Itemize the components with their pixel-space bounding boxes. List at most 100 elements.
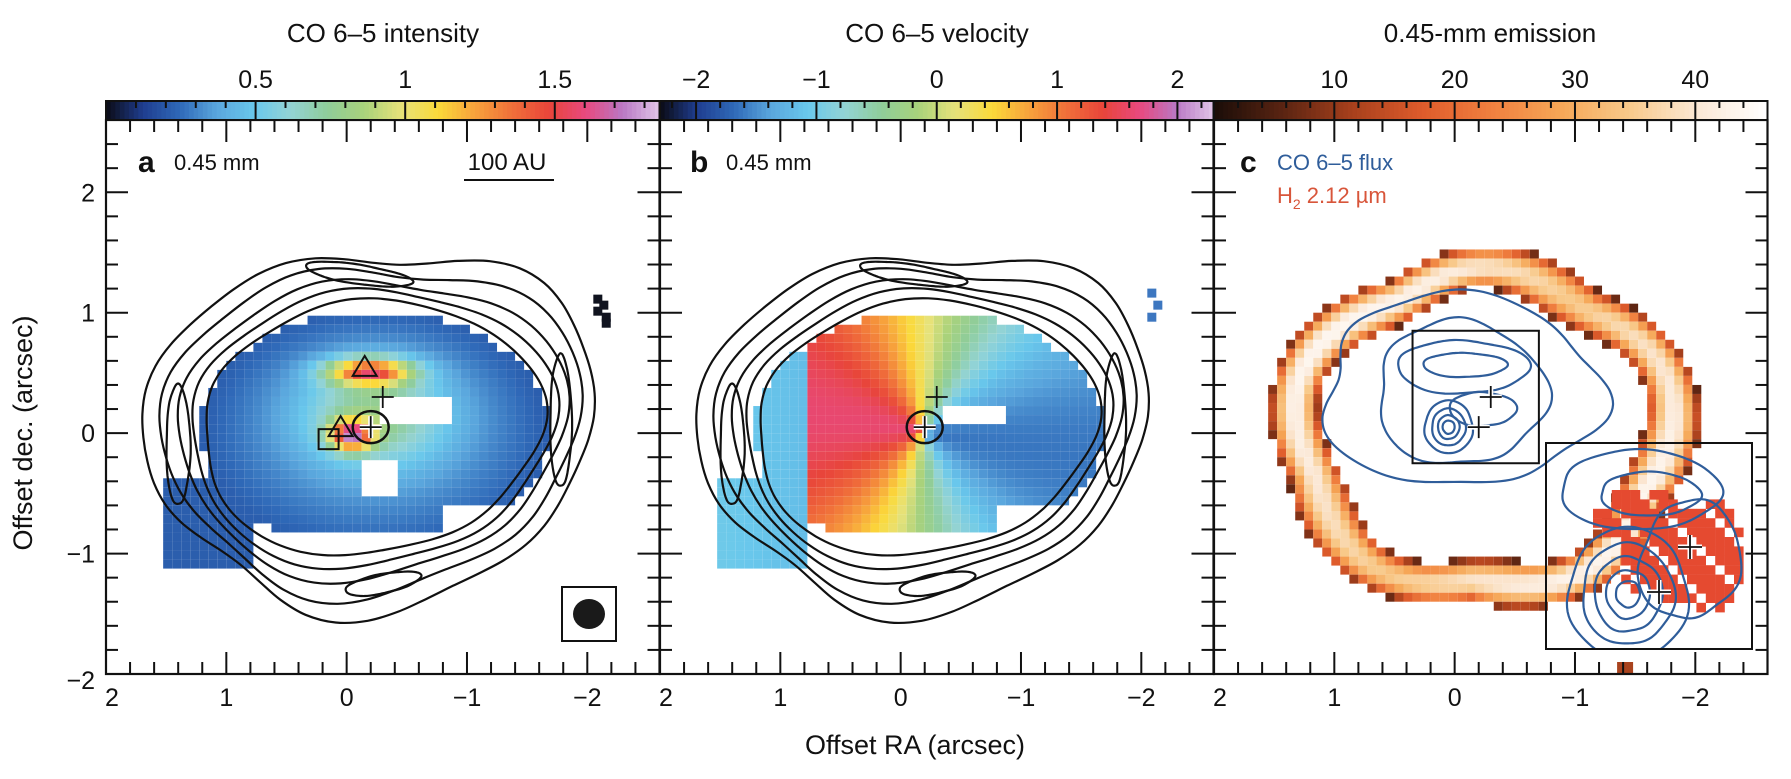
map-pixel: [289, 460, 299, 470]
map-pixel: [1547, 294, 1557, 304]
map-pixel: [1014, 360, 1024, 370]
map-pixel: [825, 406, 835, 416]
map-pixel: [479, 351, 489, 361]
colorbar-swatch: [1065, 101, 1072, 120]
map-pixel: [897, 478, 907, 488]
map-pixel: [825, 360, 835, 370]
map-pixel: [506, 369, 516, 379]
map-pixel: [235, 478, 245, 488]
map-pixel: [593, 294, 603, 304]
map-pixel: [978, 523, 988, 533]
map-pixel: [789, 378, 799, 388]
map-pixel: [1493, 249, 1503, 259]
map-pixel: [469, 351, 479, 361]
map-pixel: [1295, 484, 1305, 494]
map-pixel: [1556, 285, 1566, 295]
map-pixel: [361, 496, 371, 506]
map-pixel: [307, 478, 317, 488]
map-pixel: [262, 333, 272, 343]
map-pixel: [172, 496, 182, 506]
h2-pixel: [1668, 593, 1678, 603]
map-pixel: [253, 415, 263, 425]
map-pixel: [798, 387, 808, 397]
map-pixel: [1023, 442, 1033, 452]
map-pixel: [726, 505, 736, 515]
map-pixel: [244, 487, 254, 497]
map-pixel: [942, 342, 952, 352]
map-pixel: [834, 351, 844, 361]
map-pixel: [825, 469, 835, 479]
map-pixel: [199, 541, 209, 551]
map-pixel: [879, 451, 889, 461]
map-pixel: [1331, 348, 1341, 358]
map-pixel: [506, 351, 516, 361]
map-pixel: [235, 487, 245, 497]
map-pixel: [1060, 496, 1070, 506]
map-pixel: [451, 469, 461, 479]
map-pixel: [451, 387, 461, 397]
map-pixel: [969, 342, 979, 352]
colorbar-swatch: [821, 101, 827, 120]
map-pixel: [289, 415, 299, 425]
map-pixel: [1051, 415, 1061, 425]
map-pixel: [996, 369, 1006, 379]
map-pixel: [951, 523, 961, 533]
map-pixel: [1430, 592, 1440, 602]
map-pixel: [316, 415, 326, 425]
map-pixel: [289, 360, 299, 370]
map-pixel: [1322, 538, 1332, 548]
map-pixel: [771, 424, 781, 434]
map-pixel: [208, 478, 218, 488]
map-pixel: [969, 378, 979, 388]
map-pixel: [807, 451, 817, 461]
map-pixel: [271, 342, 281, 352]
map-pixel: [978, 378, 988, 388]
map-pixel: [506, 415, 516, 425]
map-pixel: [888, 351, 898, 361]
colorbar-swatch: [802, 101, 809, 120]
map-pixel: [469, 333, 479, 343]
h2-pixel: [1677, 555, 1688, 566]
map-pixel: [379, 333, 389, 343]
map-pixel: [1060, 351, 1070, 361]
map-pixel: [488, 351, 498, 361]
map-pixel: [1286, 439, 1296, 449]
map-pixel: [262, 415, 272, 425]
h2-pixel: [1724, 537, 1735, 547]
map-pixel: [771, 505, 781, 515]
map-pixel: [906, 333, 916, 343]
map-pixel: [280, 505, 290, 515]
map-pixel: [915, 505, 925, 515]
map-pixel: [370, 505, 380, 515]
map-pixel: [798, 541, 808, 551]
map-pixel: [1638, 375, 1648, 385]
map-pixel: [424, 514, 434, 524]
map-pixel: [1349, 574, 1359, 584]
map-pixel: [262, 406, 272, 416]
colorbar-swatch: [1656, 101, 1663, 120]
map-pixel: [1394, 565, 1404, 575]
map-pixel: [1385, 285, 1395, 295]
map-pixel: [442, 369, 452, 379]
map-pixel: [1014, 496, 1024, 506]
map-pixel: [726, 541, 736, 551]
map-pixel: [352, 333, 362, 343]
map-pixel: [226, 378, 236, 388]
map-pixel: [433, 351, 443, 361]
map-pixel: [397, 460, 407, 470]
map-pixel: [987, 442, 997, 452]
map-pixel: [1647, 366, 1657, 376]
map-pixel: [1087, 397, 1097, 406]
map-pixel: [289, 406, 299, 416]
colorbar-swatch: [327, 101, 333, 120]
map-pixel: [343, 397, 353, 406]
map-pixel: [834, 469, 844, 479]
map-pixel: [289, 424, 299, 434]
map-pixel: [744, 541, 754, 551]
map-pixel: [244, 541, 254, 551]
map-pixel: [316, 451, 326, 461]
map-pixel: [1430, 294, 1440, 304]
colorbar-swatch: [1739, 101, 1746, 120]
map-pixel: [370, 342, 380, 352]
colorbar-swatch: [1569, 101, 1575, 120]
